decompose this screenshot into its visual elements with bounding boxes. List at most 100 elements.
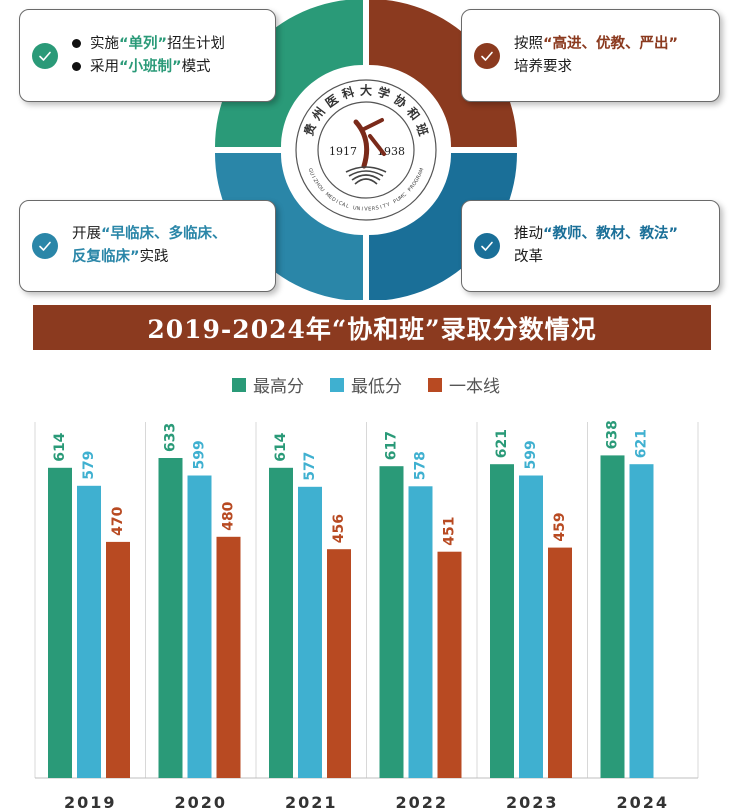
quadrant-top-left	[215, 0, 363, 147]
card-phrase: 开展	[72, 226, 101, 242]
logo-english-char: V	[364, 207, 368, 213]
logo-arc-char: 学	[376, 84, 392, 102]
logo-english-char: G	[413, 177, 420, 184]
card-training-requirements: 按照“高进、优教、严出” 培养要求	[461, 9, 720, 102]
legend-label-low: 最低分	[351, 377, 402, 397]
logo-inner-ring	[317, 101, 415, 199]
bar-2022-s0	[379, 466, 404, 778]
program-logo: 贵州医科大学协和班GUIZHOU MEDICAL U N I V E R S I TY PUMC…	[288, 72, 444, 228]
logo-english-char: U	[308, 171, 315, 177]
logo-wave-line	[351, 174, 381, 181]
legend-label-line: 一本线	[449, 377, 500, 397]
data-label-2022-s2: 451	[442, 516, 458, 545]
check-icon	[32, 42, 58, 69]
logo-emblem-stroke	[368, 134, 386, 156]
card-phrase: 培养要求	[514, 58, 572, 75]
bar-2019-s2	[106, 541, 130, 778]
legend-swatch-line	[428, 377, 442, 392]
logo-arc-char: 大	[360, 83, 372, 98]
x-tick-2021: 2021	[285, 793, 338, 812]
legend-item-low: 最低分	[330, 372, 402, 397]
data-label-2020-s2: 480	[221, 501, 237, 530]
card-phrase: 推动	[514, 226, 543, 242]
check-icon	[474, 42, 500, 69]
logo-english-char: Y	[385, 201, 392, 208]
data-label-2021-s1: 577	[302, 452, 318, 481]
card-text: 开展“早临床、多临床、 反复临床”实践	[72, 223, 227, 269]
logo-wave-line	[354, 178, 378, 185]
x-tick-2024: 2024	[616, 793, 669, 812]
logo-english-char: I	[361, 206, 363, 212]
logo-year-left: 1917	[329, 145, 357, 158]
data-label-2021-s2: 456	[331, 514, 347, 543]
card-enrollment: 实施“单列”招生计划 采用“小班制”模式	[19, 9, 276, 102]
bar-2020-s0	[158, 458, 183, 778]
logo-english-char: P	[407, 187, 413, 193]
card-line: 按照“高进、优教、严出”	[514, 33, 678, 56]
card-line: 开展“早临床、多临床、	[72, 223, 227, 246]
x-tick-2020: 2020	[174, 793, 227, 812]
bar-2024-s1	[629, 464, 654, 778]
bar-2021-s0	[269, 467, 293, 778]
card-highlight: “单列”	[119, 35, 168, 52]
data-label-2022-s0: 617	[384, 431, 400, 460]
logo-wave-line	[345, 166, 387, 173]
logo-english-char: U	[318, 187, 325, 194]
logo-english-char: D	[330, 196, 337, 203]
chart-legend: 最高分 最低分 一本线	[0, 372, 732, 397]
logo-english-char: A	[417, 171, 424, 177]
card-line: 实施“单列”招生计划	[72, 33, 225, 56]
logo-english-char: C	[401, 191, 408, 198]
legend-swatch-high	[232, 377, 246, 392]
data-label-2023-s2: 459	[552, 512, 568, 541]
bar-2019-s0	[48, 467, 72, 778]
logo-english-char: S	[375, 205, 379, 211]
logo-english-char: O	[316, 184, 323, 191]
logo-english-char: U	[352, 205, 357, 212]
bar-2023-s2	[548, 547, 572, 778]
card-line: 培养要求	[514, 56, 678, 79]
logo-english-char: L	[345, 203, 350, 210]
logo-english-char: E	[327, 194, 333, 201]
quadrant-bottom-right	[369, 153, 517, 300]
bar-2024-s0	[600, 455, 625, 778]
bar-2022-s2	[437, 551, 462, 778]
logo-english-char: A	[341, 202, 347, 209]
bar-2022-s1	[408, 486, 433, 778]
data-label-2023-s1: 599	[523, 440, 539, 469]
quadrant-top-right	[369, 0, 517, 147]
data-label-2020-s1: 599	[192, 440, 208, 469]
logo-english-char: Z	[312, 178, 319, 185]
card-teaching-reform: 推动“教师、教材、教法” 改革	[461, 200, 720, 292]
card-highlight: “教师、教材、教法”	[543, 226, 679, 242]
card-line: 采用“小班制”模式	[72, 56, 225, 79]
chart-title: 2019-2024年“协和班”录取分数情况	[33, 305, 711, 350]
card-clinical-practice: 开展“早临床、多临床、 反复临床”实践	[19, 200, 276, 292]
logo-arc-char: 班	[413, 121, 431, 137]
bar-2020-s1	[187, 475, 212, 778]
logo-english-char: N	[356, 206, 361, 212]
logo-english-char: I	[380, 204, 383, 210]
logo-english-char: R	[415, 174, 422, 180]
logo-outer-ring	[295, 79, 437, 221]
data-label-2019-s2: 470	[110, 506, 126, 535]
legend-label-high: 最高分	[253, 377, 304, 397]
logo-english-char: U	[395, 196, 402, 203]
data-label-2024-s0: 638	[605, 420, 621, 449]
card-phrase: 按照	[514, 35, 543, 52]
score-bar-chart: 614 579 470 2019 633 599 480 2020 614 577 456 2021 6…	[34, 420, 699, 812]
logo-wave-line	[348, 170, 384, 177]
logo-english-char: I	[335, 199, 339, 205]
logo-english-char: R	[409, 183, 416, 190]
logo-arc-char: 贵	[301, 121, 319, 137]
legend-item-line: 一本线	[428, 372, 500, 397]
card-phrase: 模式	[181, 58, 211, 75]
bar-2023-s0	[490, 464, 514, 778]
logo-english-char: M	[418, 167, 425, 173]
card-highlight: “早临床、多临床、	[101, 226, 227, 242]
card-line: 推动“教师、教材、教法”	[514, 223, 678, 246]
data-label-2022-s1: 578	[413, 451, 429, 480]
card-phrase: 招生计划	[167, 35, 226, 52]
legend-swatch-low	[330, 377, 344, 392]
